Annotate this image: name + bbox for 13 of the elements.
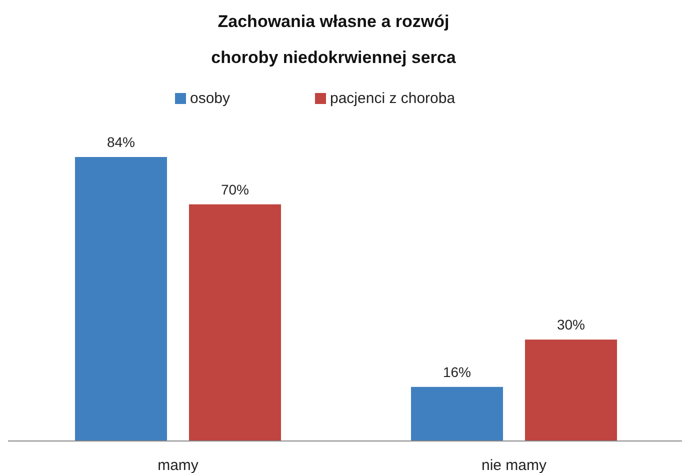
bar bbox=[411, 386, 503, 441]
data-label: 70% bbox=[220, 181, 250, 198]
x-tick-label: nie mamy bbox=[481, 457, 547, 473]
data-label: 84% bbox=[106, 134, 136, 150]
legend-label: pacjenci z choroba bbox=[330, 90, 456, 107]
data-label: 30% bbox=[556, 316, 586, 333]
bar bbox=[189, 204, 281, 441]
x-tick-label: mamy bbox=[158, 457, 199, 473]
bar bbox=[525, 340, 617, 441]
chart-title: Zachowania własne a rozwój choroby niedokrwiennej serca bbox=[211, 12, 456, 67]
data-label: 16% bbox=[442, 364, 472, 380]
legend-label: osoby bbox=[190, 90, 231, 107]
bar bbox=[75, 157, 167, 441]
